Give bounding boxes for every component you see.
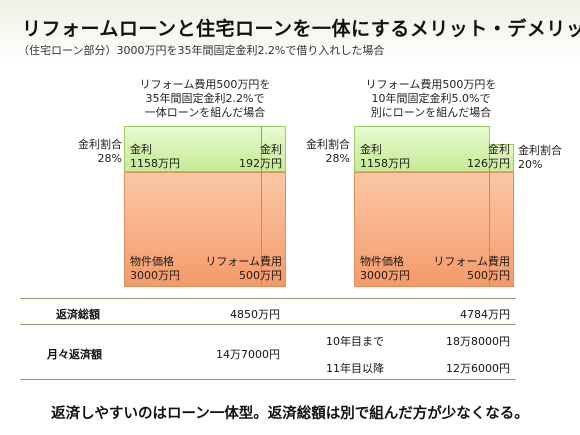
- right-caption-line: 別にローンを組んだ場合: [370, 106, 492, 119]
- right-reform-interest-ratio-value: 20%: [518, 158, 543, 171]
- right-caption-line: 10年間固定金利5.0%で: [371, 92, 491, 105]
- page-subtitle: （住宅ローン部分）3000万円を35年間固定金利2.2%で借り入れした場合: [18, 44, 385, 57]
- table-divider-middle: [20, 324, 516, 325]
- right-reform-interest-text: 金利 126万円: [440, 143, 510, 171]
- left-caption-line: 一体ローンを組んだ場合: [144, 106, 266, 119]
- right-property-label: 物件価格: [360, 255, 404, 268]
- left-caption-line: リフォーム費用500万円を: [139, 78, 271, 91]
- left-reform-interest-value: 192万円: [239, 157, 282, 170]
- right-property-value: 3000万円: [360, 269, 410, 282]
- left-reform-interest-text: 金利 192万円: [220, 143, 282, 171]
- left-reform-value: 500万円: [239, 269, 282, 282]
- right-caption-line: リフォーム費用500万円を: [365, 78, 497, 91]
- left-reform-interest-label: 金利: [260, 143, 282, 156]
- right-reform-interest-value: 126万円: [467, 157, 510, 170]
- left-caption: リフォーム費用500万円を 35年間固定金利2.2%で 一体ローンを組んだ場合: [124, 78, 286, 120]
- right-side-label: 金利割合 28%: [300, 138, 350, 166]
- conclusion-text: 返済しやすいのはローン一体型。返済総額は別で組んだ方が少なくなる。: [51, 406, 529, 422]
- left-divider-line: [261, 126, 262, 287]
- left-interest-text: 金利 1158万円: [130, 143, 180, 171]
- left-interest-block: [124, 126, 286, 172]
- left-interest-value: 1158万円: [130, 157, 180, 170]
- left-principal-block: [124, 172, 286, 287]
- left-property-value: 3000万円: [130, 269, 180, 282]
- right-interest-text: 金利 1158万円: [360, 143, 410, 171]
- period-second-label: 11年目以降: [326, 362, 384, 375]
- monthly-payment-label: 月々返済額: [47, 348, 102, 361]
- period-first-value: 18万8000円: [446, 335, 510, 348]
- right-interest-ratio-value: 28%: [325, 152, 350, 165]
- left-interest-ratio-value: 28%: [97, 152, 122, 165]
- title-band: [0, 0, 580, 62]
- total-repayment-left: 4850万円: [230, 308, 280, 321]
- right-caption: リフォーム費用500万円を 10年間固定金利5.0%で 別にローンを組んだ場合: [350, 78, 512, 120]
- right-property-text: 物件価格 3000万円: [360, 255, 410, 283]
- right-reform-interest-label: 金利: [488, 143, 510, 156]
- left-reform-text: リフォーム費用 500万円: [190, 255, 282, 283]
- right-interest-value: 1158万円: [360, 157, 410, 170]
- right-interest-block: [354, 126, 490, 172]
- left-interest-label: 金利: [130, 143, 152, 156]
- right-reform-value: 500万円: [467, 269, 510, 282]
- left-interest-ratio-label: 金利割合: [78, 138, 122, 151]
- right-divider-line: [489, 144, 490, 287]
- right-interest-label: 金利: [360, 143, 382, 156]
- right-extra-side-label: 金利割合 20%: [518, 144, 562, 172]
- table-divider-bottom: [20, 379, 516, 380]
- total-repayment-label: 返済総額: [56, 308, 100, 321]
- total-repayment-right: 4784万円: [460, 308, 510, 321]
- right-reform-label: リフォーム費用: [433, 255, 510, 268]
- right-interest-ratio-label: 金利割合: [306, 138, 350, 151]
- monthly-payment-left: 14万7000円: [216, 348, 280, 361]
- period-first-label: 10年目まで: [326, 335, 384, 348]
- left-reform-label: リフォーム費用: [205, 255, 282, 268]
- page-title: リフォームローンと住宅ローンを一体にするメリット・デメリット: [22, 18, 580, 40]
- period-second-value: 12万6000円: [446, 362, 510, 375]
- left-side-label: 金利割合 28%: [72, 138, 122, 166]
- right-reform-text: リフォーム費用 500万円: [418, 255, 510, 283]
- left-property-text: 物件価格 3000万円: [130, 255, 180, 283]
- left-property-label: 物件価格: [130, 255, 174, 268]
- right-reform-interest-ratio-label: 金利割合: [518, 144, 562, 157]
- table-divider-top: [20, 298, 516, 299]
- left-caption-line: 35年間固定金利2.2%で: [145, 92, 265, 105]
- right-principal-block: [354, 172, 514, 287]
